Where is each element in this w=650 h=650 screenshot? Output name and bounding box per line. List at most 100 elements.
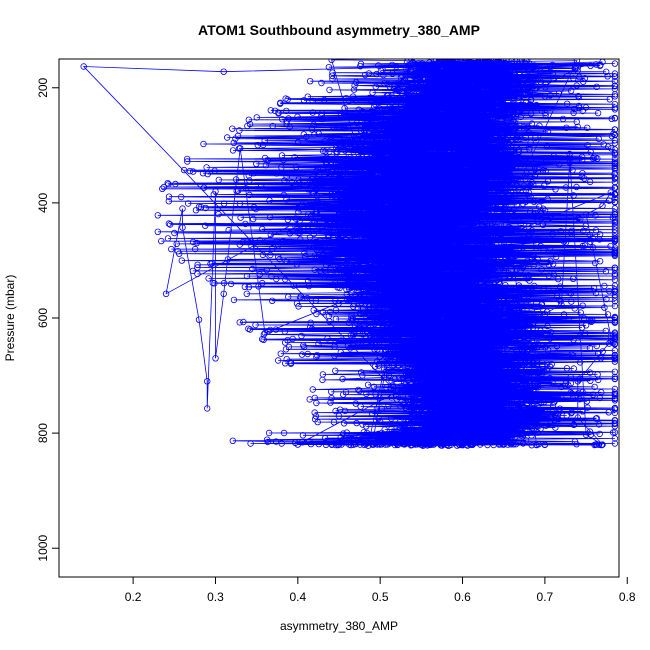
data-point [300,342,307,349]
data-point [313,208,321,216]
data-point [522,175,529,182]
data-point [354,339,361,346]
data-point [432,417,439,424]
data-point [317,214,324,221]
data-point [189,238,197,246]
data-point [357,310,365,318]
data-point [527,299,535,306]
data-point [305,201,312,209]
data-point [532,134,539,141]
data-point [410,60,418,67]
data-point [515,282,523,289]
data-point [369,410,376,417]
data-point [372,83,379,90]
data-point [575,390,582,397]
data-point [542,422,550,429]
data-point [526,146,533,153]
data-point [611,440,619,447]
data-point [377,418,384,426]
data-point [383,121,390,128]
data-point [307,319,314,326]
data-point [339,438,346,445]
data-point [283,356,290,363]
data-point [297,236,304,243]
data-point [580,78,587,85]
data-point [339,375,346,383]
data-point [587,431,595,438]
data-point [516,59,523,65]
data-point [575,376,583,383]
data-point [371,346,378,353]
data-point [164,235,172,242]
data-point [384,367,392,374]
data-point [463,188,470,196]
data-point [611,194,619,202]
data-point [512,153,519,160]
data-point [591,383,598,391]
chart-title: ATOM1 Southbound asymmetry_380_AMP [198,22,480,38]
data-point [350,303,357,310]
data-point [321,435,329,442]
data-point [318,79,325,87]
data-point [277,350,284,357]
data-point [370,383,378,390]
data-point [492,232,500,240]
data-point [359,421,366,428]
data-point [267,231,274,238]
data-point [343,192,350,199]
data-point [596,430,603,438]
data-point [433,59,440,63]
data-point [200,140,207,148]
data-point [230,139,237,146]
data-point [406,71,414,78]
data-point [327,308,334,316]
data-point [400,263,408,270]
data-point [269,245,276,252]
data-point [563,365,571,372]
data-point [428,405,435,413]
data-point [596,236,603,243]
data-point [569,166,576,174]
data-point [393,90,400,97]
data-point [556,405,564,412]
data-point [564,100,571,107]
data-point [286,123,293,131]
data-point [571,105,578,113]
data-point [280,429,288,437]
data-point [504,77,511,85]
data-point [211,167,218,174]
data-point [292,223,299,230]
data-point [536,352,544,359]
data-point [512,229,519,236]
data-point [582,104,590,111]
data-point [566,154,574,161]
data-point [611,104,619,111]
data-point [562,184,570,191]
data-point [381,80,388,87]
data-point [326,170,334,177]
data-point [550,153,557,160]
data-point [356,330,363,337]
data-point [579,408,586,415]
data-point [265,328,272,335]
data-point [611,208,619,216]
data-point [362,341,369,349]
data-point [589,391,597,398]
data-point [393,63,400,70]
data-point [593,342,600,350]
series-points [80,59,619,449]
data-point [345,139,352,146]
data-point [352,193,359,201]
data-point [550,413,557,420]
data-point [256,271,263,278]
data-point [419,410,427,417]
data-point [236,200,244,207]
data-point [225,226,232,234]
data-point [542,111,549,119]
data-point [369,89,376,96]
data-point [333,144,340,152]
data-point [541,207,549,214]
data-point [165,220,173,227]
data-point [347,332,354,339]
